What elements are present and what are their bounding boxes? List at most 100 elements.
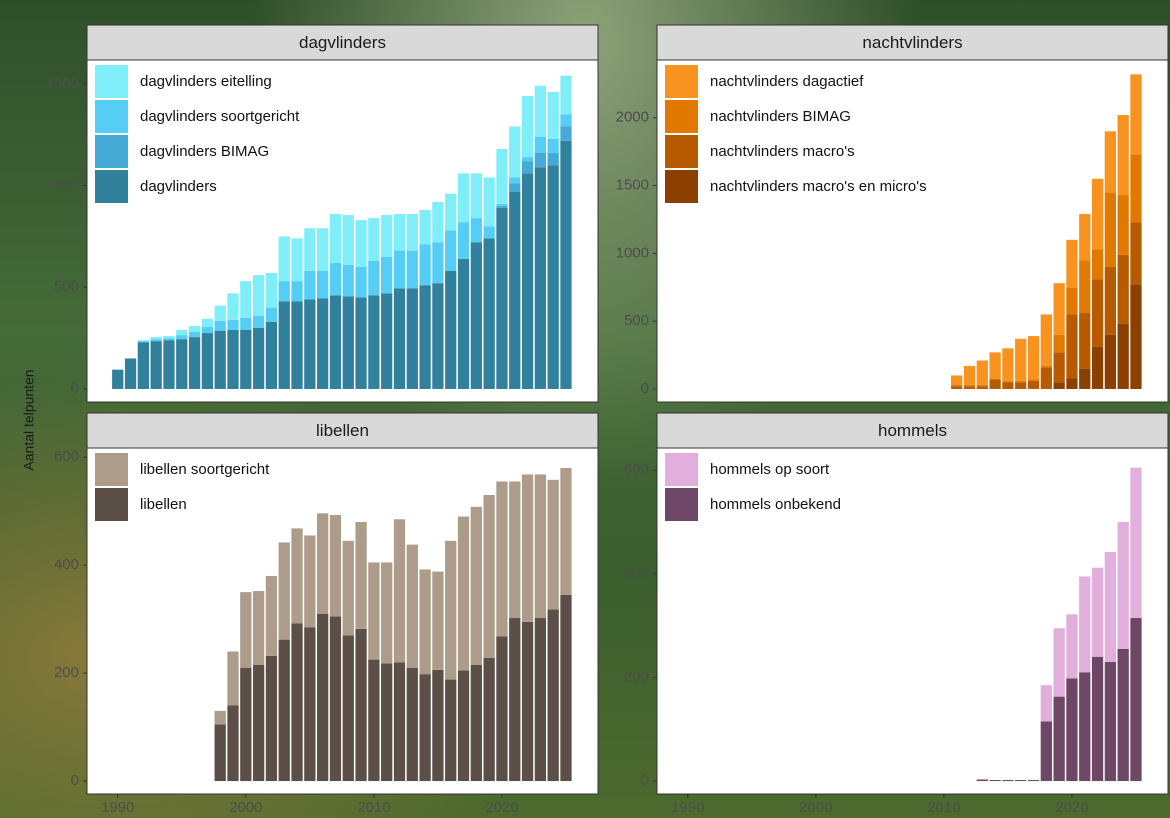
bar-segment — [201, 333, 214, 389]
bar-segment — [137, 340, 149, 342]
bar-segment — [1053, 334, 1065, 353]
legend-label: libellen soortgericht — [140, 461, 270, 478]
bar-segment — [406, 667, 418, 782]
bar-segment — [963, 365, 976, 385]
bar-segment — [1066, 239, 1078, 288]
y-tick-label: 200 — [624, 668, 649, 685]
bar-segment — [227, 651, 239, 706]
bar-segment — [265, 575, 278, 656]
bar-segment — [560, 140, 572, 389]
bar-segment — [342, 540, 354, 636]
bar-segment — [1027, 380, 1040, 389]
bar-segment — [445, 230, 457, 271]
bar-segment — [989, 352, 1001, 380]
bar-segment — [547, 152, 559, 166]
bar-segment — [1130, 467, 1142, 618]
bar-segment — [1079, 260, 1091, 314]
bar-segment — [227, 319, 239, 330]
bar-segment — [509, 618, 521, 782]
bar-segment — [1079, 368, 1091, 389]
y-tick-label: 1500 — [46, 75, 79, 92]
bar-segment — [317, 613, 329, 782]
bar-segment — [368, 659, 380, 782]
bar-segment — [1002, 348, 1014, 381]
x-tick-label: 2000 — [799, 799, 832, 816]
bar-segment — [304, 627, 316, 782]
bar-segment — [1130, 74, 1142, 155]
bar-segment — [496, 481, 508, 637]
bar-segment — [163, 336, 175, 339]
bar-segment — [291, 238, 303, 282]
bar-segment — [406, 214, 418, 251]
y-tick-label: 1000 — [46, 176, 79, 193]
bar-segment — [470, 664, 482, 782]
bar-segment — [265, 273, 278, 308]
bar-segment — [342, 296, 354, 389]
bar-segment — [560, 75, 572, 115]
bar-segment — [534, 136, 547, 153]
bar-segment — [509, 183, 521, 192]
bar-segment — [381, 215, 393, 257]
bar-segment — [509, 126, 521, 178]
bar-segment — [496, 148, 508, 204]
legend-swatch — [95, 65, 128, 98]
bar-segment — [976, 779, 988, 782]
bar-segment — [496, 636, 508, 782]
strip — [86, 412, 599, 449]
bar-segment — [1091, 346, 1104, 389]
legend-label: nachtvlinders macro's — [710, 143, 855, 160]
bar-segment — [150, 337, 162, 340]
bar-segment — [496, 203, 508, 206]
bar-segment — [368, 260, 380, 296]
bar-segment — [445, 679, 457, 782]
bar-segment — [951, 384, 963, 387]
bar-segment — [432, 669, 444, 782]
legend-swatch — [95, 453, 128, 486]
bar-segment — [560, 114, 572, 127]
legend-label: nachtvlinders BIMAG — [710, 108, 851, 125]
bar-segment — [1104, 661, 1117, 782]
legend-label: hommels onbekend — [710, 496, 841, 513]
bar-segment — [445, 540, 457, 680]
bar-segment — [1117, 254, 1129, 324]
bar-segment — [1066, 287, 1078, 315]
bar-segment — [265, 321, 278, 389]
bar-segment — [1002, 780, 1014, 782]
bar-segment — [1015, 780, 1027, 782]
legend-swatch — [665, 135, 698, 168]
bar-segment — [1104, 192, 1117, 267]
bar-segment — [976, 360, 988, 385]
bar-segment — [1040, 365, 1052, 368]
legend-swatch — [665, 100, 698, 133]
legend-label: hommels op soort — [710, 461, 830, 478]
legend-swatch — [95, 135, 128, 168]
strip-title: hommels — [878, 421, 947, 440]
bar-segment — [291, 528, 303, 624]
bar-segment — [509, 177, 521, 184]
bar-segment — [976, 386, 988, 389]
bar-segment — [393, 250, 406, 289]
legend-swatch — [95, 170, 128, 203]
bar-segment — [214, 710, 226, 725]
bar-segment — [432, 571, 444, 670]
bar-segment — [368, 295, 380, 389]
bar-segment — [176, 329, 188, 336]
bar-segment — [291, 301, 303, 389]
bar-segment — [406, 544, 418, 668]
bar-segment — [355, 297, 367, 389]
bar-segment — [1117, 115, 1129, 196]
bar-segment — [560, 467, 572, 595]
bar-segment — [381, 256, 393, 294]
x-tick-label: 2010 — [927, 799, 960, 816]
legend-swatch — [95, 488, 128, 521]
legend-label: dagvlinders BIMAG — [140, 143, 269, 160]
bar-segment — [201, 318, 214, 327]
bar-segment — [419, 674, 431, 782]
bar-segment — [393, 288, 406, 389]
bar-segment — [1130, 222, 1142, 285]
bar-segment — [317, 228, 329, 271]
bar-segment — [1091, 249, 1104, 280]
bar-segment — [1117, 195, 1129, 255]
bar-segment — [1117, 648, 1129, 782]
